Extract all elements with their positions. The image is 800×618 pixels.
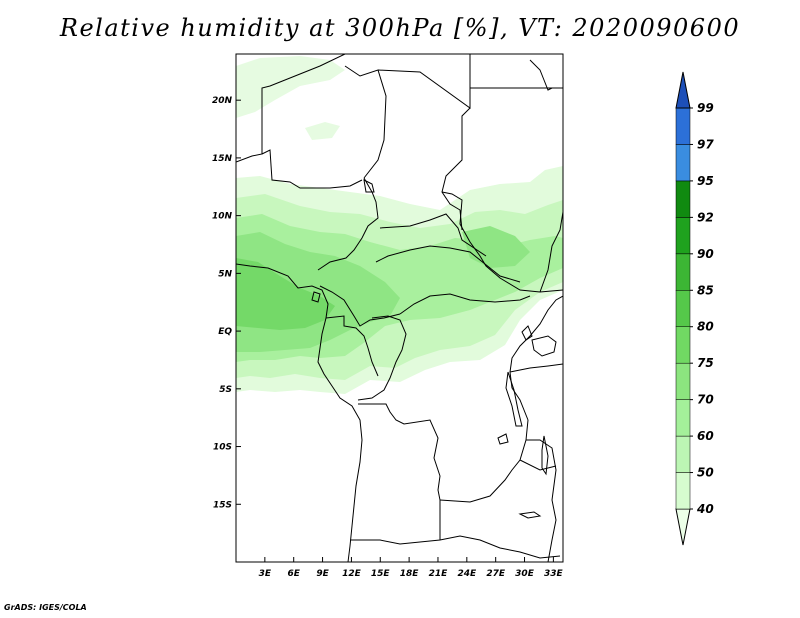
colorbar-label: 80 — [697, 320, 714, 334]
colorbar-label: 92 — [697, 210, 714, 224]
colorbar-label: 90 — [697, 247, 714, 261]
border-horn — [539, 211, 563, 293]
colorbar-box — [675, 107, 691, 145]
lon-tick-label: 3E — [259, 569, 272, 579]
border-car-south — [375, 245, 521, 283]
lake-mweru — [497, 433, 509, 445]
colorbar-label: 99 — [697, 101, 714, 115]
shade-region-guinea-core — [236, 258, 335, 330]
lat-tick-label: 20N — [212, 96, 233, 106]
lat-tick-label: 15S — [213, 500, 232, 510]
plot-frame — [235, 53, 564, 563]
lon-tick-label: 33E — [544, 569, 564, 579]
border-sudan-chad — [441, 191, 563, 293]
border-libya — [377, 54, 471, 109]
lon-tick-label: 21E — [429, 569, 449, 579]
humidity-shading — [236, 56, 563, 394]
coast-red-sea — [529, 59, 553, 91]
colorbar-box — [675, 399, 691, 437]
border-angola — [358, 403, 441, 540]
border-gabon-congo — [325, 315, 379, 377]
colorbar-label: 70 — [697, 393, 714, 407]
lon-tick-label: 24E — [457, 569, 477, 579]
colorbar-label: 97 — [697, 137, 714, 151]
border-cameroon — [319, 285, 401, 327]
lat-tick-label: 10N — [212, 212, 233, 222]
lon-tick-label: 27E — [486, 569, 506, 579]
border-drc-north — [399, 293, 531, 315]
lon-tick-label: 18E — [400, 569, 420, 579]
shade-region-north-patch — [305, 122, 340, 140]
border-egypt — [441, 54, 471, 231]
lakes — [311, 179, 557, 519]
shade-region-east-patch — [462, 226, 530, 268]
shade-region-north-wisp — [236, 56, 345, 118]
coastline-west-africa — [236, 263, 363, 562]
latitude-axis: 20N 15N 10N 5N EQ 5S 10S 15S — [212, 96, 241, 510]
colorbar-box — [675, 326, 691, 364]
colorbar-label: 85 — [697, 283, 714, 297]
colorbar-label: 95 — [697, 174, 714, 188]
border-north-west — [236, 54, 346, 163]
colorbar-label: 75 — [697, 356, 714, 370]
colorbar-box — [675, 290, 691, 327]
lat-tick-label: 15N — [212, 154, 233, 164]
lake-albert — [521, 325, 533, 341]
border-niger-algeria — [344, 65, 387, 179]
lake-kariba — [518, 511, 542, 519]
border-southern — [350, 535, 561, 559]
colorbar-low-triangle — [675, 508, 691, 546]
colorbar-box — [675, 472, 691, 510]
colorbar: 40 50 60 70 75 80 85 90 92 95 97 99 — [675, 71, 714, 546]
lon-tick-label: 9E — [316, 569, 329, 579]
lon-tick-label: 6E — [287, 569, 300, 579]
border-east-zambia — [519, 459, 557, 471]
lake-chad — [363, 179, 375, 193]
lake-victoria — [531, 335, 557, 357]
colorbar-box — [675, 180, 691, 218]
colorbar-box — [675, 253, 691, 291]
grads-credit: GrADS: IGES/COLA — [4, 603, 87, 612]
lake-volta — [311, 291, 321, 303]
longitude-axis: 3E 6E 9E 12E 15E 18E 21E 24E 27E 30E 33E — [259, 557, 564, 579]
border-chad-nigeria — [317, 177, 379, 271]
border-mozambique — [526, 439, 557, 562]
colorbar-box — [675, 144, 691, 182]
border-chad-car — [379, 213, 487, 257]
lake-tanganyika — [505, 371, 523, 427]
border-zambia — [439, 419, 529, 503]
colorbar-high-triangle — [675, 71, 691, 109]
colorbar-box — [675, 217, 691, 255]
colorbar-label: 40 — [696, 502, 714, 516]
lake-malawi — [541, 435, 549, 476]
country-borders — [236, 54, 563, 562]
lat-tick-label: EQ — [218, 327, 232, 337]
colorbar-label: 50 — [697, 466, 714, 480]
colorbar-label: 60 — [697, 429, 714, 443]
lat-tick-label: 10S — [213, 443, 232, 453]
map-title: Relative humidity at 300hPa [%], VT: 202… — [59, 14, 741, 42]
lon-tick-label: 12E — [342, 569, 362, 579]
lat-tick-label: 5N — [218, 269, 232, 279]
lat-tick-label: 5S — [219, 385, 232, 395]
colorbar-box — [675, 362, 691, 400]
lon-tick-label: 15E — [371, 569, 391, 579]
border-mali-niger — [261, 149, 363, 189]
colorbar-box — [675, 435, 691, 473]
border-tanzania — [509, 363, 563, 373]
border-drc-west — [357, 315, 407, 401]
lon-tick-label: 30E — [515, 569, 535, 579]
